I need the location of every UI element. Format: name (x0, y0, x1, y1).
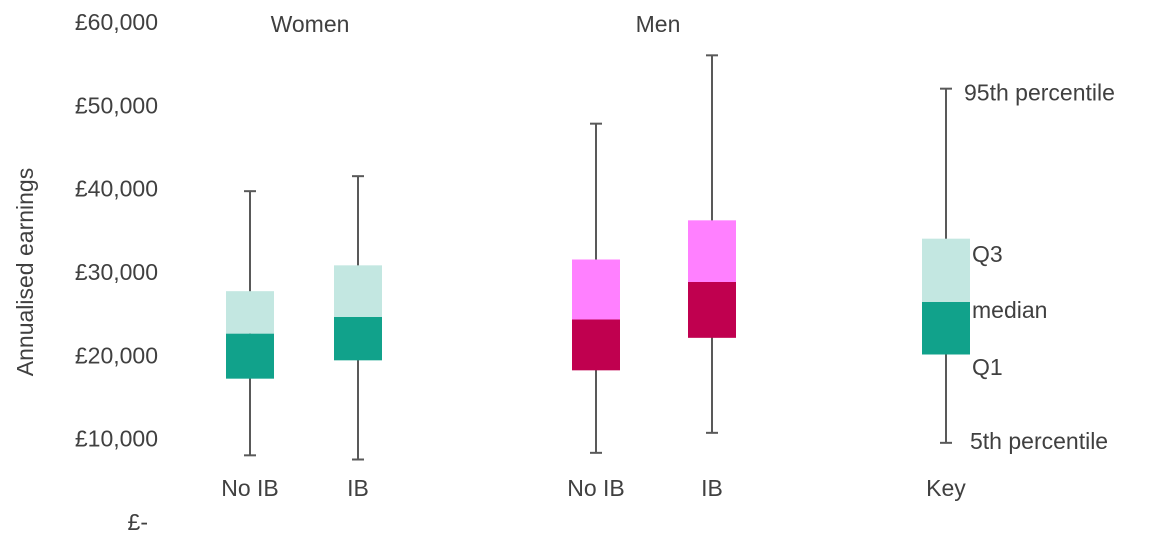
y-tick-label: £- (128, 509, 148, 535)
y-tick-label: £20,000 (75, 342, 158, 368)
key-label-p95: 95th percentile (964, 80, 1115, 106)
box-upper-quartile (922, 238, 970, 302)
box-upper-quartile (334, 265, 382, 317)
y-axis: £- £10,000 £20,000 £30,000 £40,000 £50,000 £60… (75, 9, 158, 535)
box-lower-quartile (922, 302, 970, 355)
box-lower-quartile (572, 319, 620, 371)
box: IB (688, 54, 736, 501)
key-label-q3: Q3 (972, 241, 1003, 267)
category-label: IB (347, 475, 369, 501)
y-tick-label: £40,000 (75, 176, 158, 202)
box: IB (334, 175, 382, 501)
box-groups: Women No IB IB Men No IB IB (221, 11, 736, 501)
legend-key: Key 95th percentile Q3 median Q1 5th percenti… (922, 80, 1115, 501)
category-label: Key (926, 475, 966, 501)
box: No IB (221, 190, 279, 501)
box-upper-quartile (226, 291, 274, 334)
y-tick-label: £10,000 (75, 426, 158, 452)
y-tick-label: £50,000 (75, 92, 158, 118)
box-lower-quartile (334, 317, 382, 361)
box: No IB (567, 122, 625, 501)
y-axis-label: Annualised earnings (12, 168, 38, 376)
group-men: Men No IB IB (567, 11, 736, 501)
group-label: Men (636, 11, 681, 37)
category-label: No IB (567, 475, 625, 501)
box-lower-quartile (688, 282, 736, 338)
box-upper-quartile (688, 220, 736, 282)
box-upper-quartile (572, 259, 620, 320)
key-label-q1: Q1 (972, 354, 1003, 380)
key-label-median: median (972, 297, 1047, 323)
key-label-p5: 5th percentile (970, 428, 1108, 454)
y-tick-label: £60,000 (75, 9, 158, 35)
y-tick-label: £30,000 (75, 259, 158, 285)
group-label: Women (271, 11, 350, 37)
category-label: No IB (221, 475, 279, 501)
group-women: Women No IB IB (221, 11, 382, 501)
box-lower-quartile (226, 333, 274, 379)
box: Key (922, 87, 970, 501)
category-label: IB (701, 475, 723, 501)
